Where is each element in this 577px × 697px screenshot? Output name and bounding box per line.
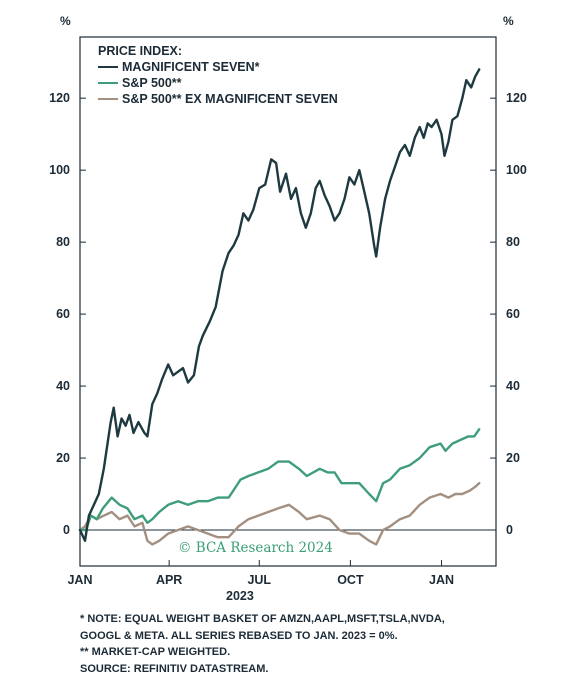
y-tick-label-left: 20 bbox=[56, 451, 70, 465]
y-unit-right: % bbox=[503, 14, 514, 28]
chart: 0 0 20 20 40 40 60 60 80 80 100 100 120 120 JAN APR JUL… bbox=[49, 36, 527, 587]
legend-label: MAGNIFICENT SEVEN* bbox=[122, 60, 260, 74]
x-tick-label: JAN bbox=[429, 573, 454, 587]
y-unit-left: % bbox=[60, 14, 71, 28]
series-line-sp500-ex-magnificent-seven bbox=[78, 482, 481, 546]
x-tick-label: JAN bbox=[67, 573, 92, 587]
legend: PRICE INDEX: MAGNIFICENT SEVEN* S&P 500*… bbox=[98, 43, 338, 107]
y-tick-label-left: 100 bbox=[49, 163, 70, 177]
legend-swatch bbox=[98, 82, 118, 84]
y-tick-label-left: 40 bbox=[56, 379, 70, 393]
series-line-sp500 bbox=[78, 428, 481, 532]
legend-swatch bbox=[98, 98, 118, 100]
y-tick-label-right: 0 bbox=[506, 523, 513, 537]
y-tick-label-right: 20 bbox=[506, 451, 520, 465]
footnote-line: SOURCE: REFINITIV DATASTREAM. bbox=[80, 662, 269, 675]
y-ticks: 0 0 20 20 40 40 60 60 80 80 100 100 120 120 bbox=[49, 91, 527, 537]
x-tick-label: APR bbox=[156, 573, 182, 587]
x-tick-label: OCT bbox=[337, 573, 364, 587]
x-group-label: 2023 bbox=[226, 589, 254, 603]
y-tick-label-right: 120 bbox=[506, 91, 527, 105]
y-tick-label-left: 80 bbox=[56, 235, 70, 249]
plot-frame bbox=[79, 36, 497, 567]
legend-label: S&P 500** EX MAGNIFICENT SEVEN bbox=[122, 92, 338, 106]
y-tick-label-left: 120 bbox=[49, 91, 70, 105]
legend-item-sp500: S&P 500** bbox=[98, 75, 338, 91]
x-tick-label: JUL bbox=[247, 573, 271, 587]
legend-title: PRICE INDEX: bbox=[98, 44, 183, 58]
y-tick-label-right: 60 bbox=[506, 307, 520, 321]
footnotes: * NOTE: EQUAL WEIGHT BASKET OF AMZN,AAPL… bbox=[80, 611, 445, 677]
footnote-line: ** MARKET-CAP WEIGHTED. bbox=[80, 646, 231, 658]
series-line-magnificent-seven bbox=[78, 68, 481, 542]
footnote-line: GOOGL & META. ALL SERIES REBASED TO JAN.… bbox=[80, 629, 398, 642]
y-tick-label-right: 80 bbox=[506, 235, 520, 249]
y-tick-label-left: 60 bbox=[56, 307, 70, 321]
watermark: © BCA Research 2024 bbox=[176, 540, 335, 556]
legend-item-magnificent-seven: MAGNIFICENT SEVEN* bbox=[98, 59, 338, 75]
y-tick-label-right: 100 bbox=[506, 163, 527, 177]
y-tick-label-right: 40 bbox=[506, 379, 520, 393]
y-tick-label-left: 0 bbox=[63, 523, 70, 537]
series-lines bbox=[78, 68, 481, 546]
x-ticks: JAN APR JUL OCT JAN bbox=[67, 560, 454, 587]
legend-swatch bbox=[98, 66, 118, 68]
footnote-line: * NOTE: EQUAL WEIGHT BASKET OF AMZN,AAPL… bbox=[80, 613, 445, 625]
legend-label: S&P 500** bbox=[122, 76, 182, 90]
legend-item-sp500-ex: S&P 500** EX MAGNIFICENT SEVEN bbox=[98, 91, 338, 107]
